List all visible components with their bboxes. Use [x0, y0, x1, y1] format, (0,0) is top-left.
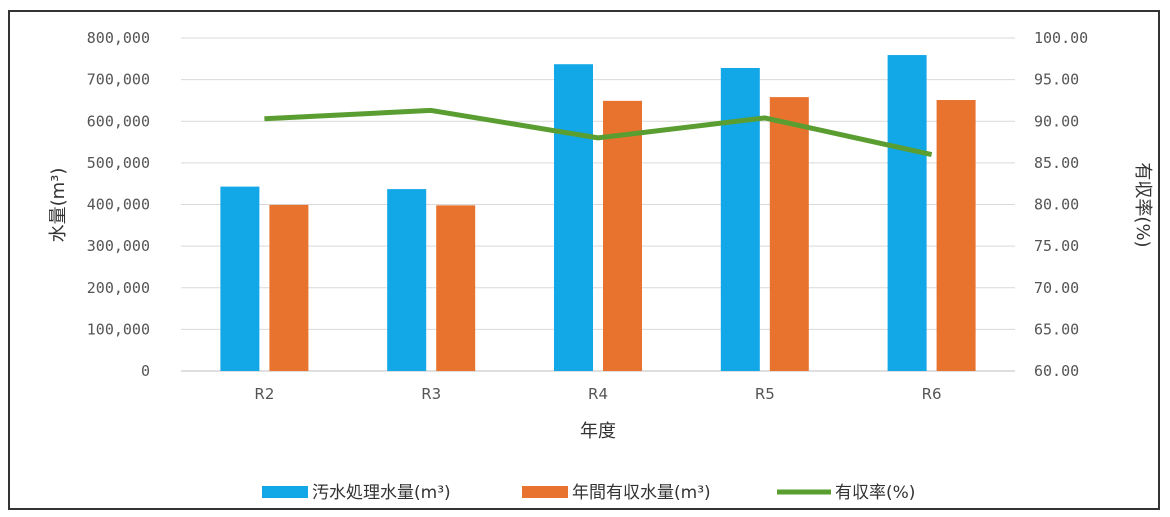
bar-billed-volume-R6 — [936, 100, 976, 372]
y-tick-label: 800,000 — [87, 29, 150, 47]
legend-swatch — [262, 486, 308, 498]
y2-tick-label: 95.00 — [1034, 71, 1079, 89]
y2-tick-label: 75.00 — [1034, 237, 1079, 255]
category-labels: R2 R3 R4 R5 R6 — [254, 385, 941, 403]
x-tick-label: R4 — [588, 385, 608, 403]
left-axis-ticks: 0 100,000 200,000 300,000 400,000 500,000 600,… — [87, 29, 150, 380]
line-series — [264, 107, 933, 157]
bar-billed-volume-R4 — [603, 100, 642, 371]
legend-swatch — [522, 486, 568, 498]
x-tick-label: R5 — [755, 385, 775, 403]
bar-sewage-volume-R4 — [554, 64, 593, 371]
x-axis-title: 年度 — [580, 421, 616, 442]
legend-label: 有収率(%) — [835, 483, 915, 503]
y-tick-label: 500,000 — [87, 154, 150, 172]
y-tick-label: 300,000 — [87, 237, 150, 255]
y2-axis-title: 有収率(%) — [1132, 162, 1153, 247]
bar-sewage-volume-R3 — [387, 189, 427, 371]
y-axis-title: 水量(m³) — [48, 168, 69, 243]
y2-tick-label: 70.00 — [1034, 279, 1079, 297]
y2-tick-label: 90.00 — [1034, 112, 1079, 130]
bar-billed-volume-R2 — [269, 204, 309, 371]
y-tick-label: 0 — [141, 362, 150, 380]
bar-sewage-volume-R2 — [220, 186, 260, 371]
line-collection-rate — [264, 107, 933, 157]
y2-tick-label: 85.00 — [1034, 154, 1079, 172]
y-tick-label: 400,000 — [87, 196, 150, 214]
y-tick-label: 100,000 — [87, 320, 150, 338]
y-tick-label: 200,000 — [87, 279, 150, 297]
y2-tick-label: 80.00 — [1034, 196, 1079, 214]
bars — [220, 55, 976, 372]
bar-billed-volume-R3 — [436, 205, 476, 371]
legend: 汚水処理水量(m³) 年間有収水量(m³) 有収率(%) — [262, 483, 915, 503]
y2-tick-label: 100.00 — [1034, 29, 1088, 47]
legend-label: 汚水処理水量(m³) — [312, 483, 451, 503]
right-axis-ticks: 60.00 65.00 70.00 75.00 80.00 85.00 90.00 95.00… — [1034, 29, 1088, 380]
x-tick-label: R2 — [254, 385, 274, 403]
y2-tick-label: 65.00 — [1034, 320, 1079, 338]
x-tick-label: R3 — [421, 385, 441, 403]
y-tick-label: 600,000 — [87, 112, 150, 130]
y-tick-label: 700,000 — [87, 71, 150, 89]
bar-sewage-volume-R5 — [720, 67, 760, 371]
x-tick-label: R6 — [922, 385, 942, 403]
bar-sewage-volume-R6 — [887, 55, 927, 371]
gridlines — [181, 37, 1015, 372]
bar-billed-volume-R5 — [769, 97, 809, 372]
y2-tick-label: 60.00 — [1034, 362, 1079, 380]
legend-label: 年間有収水量(m³) — [572, 483, 711, 503]
